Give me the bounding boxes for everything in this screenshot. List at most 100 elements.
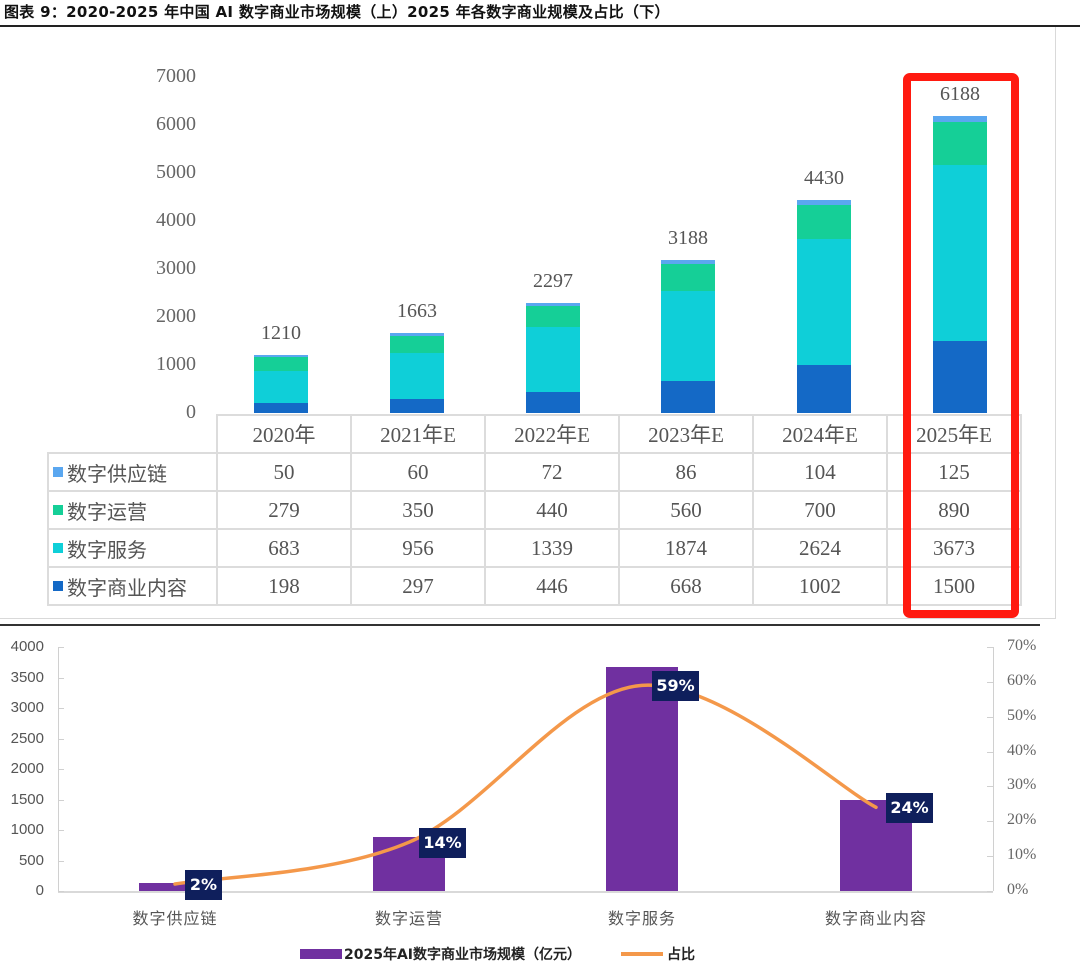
bottom-bar <box>139 883 211 891</box>
y-tick-label: 2000 <box>156 305 196 327</box>
bar-segment <box>526 327 580 392</box>
x-category-label: 数字商业内容 <box>824 909 927 928</box>
table-cell: 1002 <box>752 566 888 606</box>
bar-segment <box>661 264 715 291</box>
table-cell: 440 <box>484 490 620 530</box>
legend-line-swatch <box>621 952 664 956</box>
left-y-tick-label: 0 <box>35 882 44 899</box>
table-cell: 1339 <box>484 528 620 568</box>
table-row: 数字商业内容 198 297 446 668 1002 1500 <box>47 566 1022 606</box>
section-divider <box>0 624 1040 626</box>
legend-bar-swatch <box>300 949 342 959</box>
row-label-text: 数字运营 <box>67 499 147 524</box>
y-tick-label: 7000 <box>156 65 196 87</box>
bar-segment <box>797 200 851 206</box>
y-tick-label: 0 <box>186 401 196 423</box>
left-tick-mark <box>58 830 64 831</box>
bar-segment <box>254 357 308 371</box>
right-y-tick-label: 20% <box>1007 811 1037 829</box>
bar-segment <box>526 306 580 328</box>
bar-segment <box>797 238 851 365</box>
bar-total-label: 2297 <box>533 269 573 292</box>
legend-line-label: 占比 <box>667 947 696 963</box>
right-tick-mark <box>987 681 993 683</box>
right-tick-mark <box>987 856 993 858</box>
bar-segment <box>390 398 444 413</box>
table-row: 数字运营 279 350 440 560 700 890 <box>47 490 1022 530</box>
row-label-text: 数字服务 <box>67 537 147 562</box>
highlight-box-2025 <box>903 73 1019 618</box>
percent-data-label: 59% <box>652 671 699 702</box>
table-row-label: 数字服务 <box>47 528 218 568</box>
left-tick-mark <box>58 799 64 801</box>
bar-total-label: 3188 <box>668 226 708 249</box>
table-header-row: 2020年 2021年E 2022年E 2023年E 2024年E 2025年E <box>48 414 1022 454</box>
table-cell: 350 <box>350 490 486 530</box>
bar-segment <box>390 336 444 353</box>
left-tick-mark <box>58 891 64 892</box>
left-y-tick-label: 500 <box>18 851 44 869</box>
figure-title: 图表 9：2020-2025 年中国 AI 数字商业市场规模（上）2025 年各… <box>4 3 670 21</box>
row-label-text: 数字供应链 <box>67 461 167 486</box>
bar-segment <box>390 333 444 337</box>
legend-swatch-icon <box>53 542 63 553</box>
bar-segment <box>661 380 715 413</box>
table-header-cell: 2021年E <box>350 414 486 454</box>
left-y-tick-label: 2500 <box>10 729 44 747</box>
bar-segment <box>254 403 308 413</box>
bar-total-label: 4430 <box>804 167 844 190</box>
right-axis-line <box>993 647 994 891</box>
row-label-text: 数字商业内容 <box>67 575 187 600</box>
table-cell: 297 <box>350 566 486 606</box>
table-cell: 60 <box>350 452 486 492</box>
bar-segment <box>526 302 580 307</box>
right-y-tick-label: 0% <box>1007 881 1029 898</box>
y-tick-label: 6000 <box>156 113 196 135</box>
table-corner <box>48 415 218 454</box>
legend-swatch-icon <box>53 466 63 477</box>
right-y-tick-label: 10% <box>1007 846 1037 864</box>
legend-swatch-icon <box>53 504 63 515</box>
bar-segment <box>254 354 308 358</box>
right-tick-mark <box>987 716 993 718</box>
table-cell: 956 <box>350 528 486 568</box>
bar-segment <box>933 341 987 413</box>
bar-total-label: 1663 <box>397 300 437 323</box>
bottom-legend: 2025年AI数字商业市场规模（亿元） 占比 <box>300 944 695 964</box>
left-y-tick-label: 3000 <box>10 699 44 716</box>
bar-segment <box>797 205 851 239</box>
table-cell: 104 <box>752 452 888 492</box>
y-tick-label: 5000 <box>156 161 196 183</box>
legend-swatch-icon <box>53 580 63 591</box>
right-tick-mark <box>987 786 993 788</box>
bar-segment <box>390 352 444 399</box>
right-tick-mark <box>987 647 993 648</box>
right-y-tick-label: 50% <box>1007 706 1037 724</box>
right-y-tick-label: 40% <box>1007 741 1037 759</box>
right-tick-mark <box>987 891 993 892</box>
left-tick-mark <box>58 860 64 862</box>
bar-segment <box>933 164 987 341</box>
table-header-cell: 2023年E <box>618 414 754 454</box>
top-chart-frame <box>0 27 1056 619</box>
x-axis-line <box>58 891 993 893</box>
table-cell: 2624 <box>752 528 888 568</box>
table-row: 数字供应链 50 60 72 86 104 125 <box>47 452 1022 492</box>
left-y-tick-label: 1500 <box>10 790 44 808</box>
table-row-label: 数字运营 <box>47 490 218 530</box>
x-category-label: 数字服务 <box>607 909 676 928</box>
y-tick-label: 3000 <box>156 257 196 279</box>
right-tick-mark <box>987 751 993 753</box>
left-y-tick-label: 1000 <box>10 821 44 838</box>
left-y-tick-label: 3500 <box>10 668 44 686</box>
bar-segment <box>254 370 308 404</box>
left-tick-mark <box>58 738 64 740</box>
right-y-tick-label: 70% <box>1007 637 1037 654</box>
table-header-cell: 2024年E <box>752 414 888 454</box>
bar-total-label: 1210 <box>261 321 301 344</box>
percent-data-label: 24% <box>886 793 933 824</box>
right-tick-mark <box>987 821 993 823</box>
table-cell: 1874 <box>618 528 754 568</box>
bar-segment <box>661 290 715 381</box>
